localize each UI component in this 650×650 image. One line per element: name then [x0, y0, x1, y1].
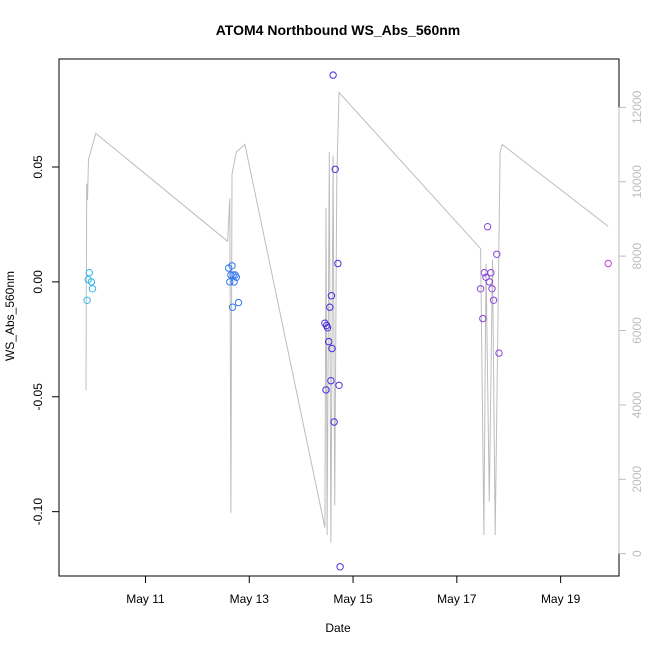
data-point	[476, 285, 485, 293]
data-point	[334, 259, 342, 268]
x-tick-label: May 15	[333, 592, 373, 606]
x-axis: May 11 May 13 May 15 May 17 May 19	[126, 576, 581, 606]
y-tick-label: 0.05	[31, 155, 45, 179]
data-point	[226, 278, 234, 286]
data-point	[328, 344, 336, 353]
y2-tick-label: 6000	[630, 317, 644, 344]
data-point	[87, 278, 96, 286]
data-point	[88, 285, 97, 293]
data-point	[485, 278, 493, 286]
y-axis-label: WS_Abs_560nm	[3, 271, 17, 361]
y2-tick-label: 8000	[630, 242, 644, 269]
data-point	[228, 303, 237, 311]
x-tick-label: May 13	[230, 592, 270, 606]
y-tick-label: 0.00	[31, 270, 45, 294]
data-point	[327, 377, 335, 385]
y-tick-label: -0.05	[31, 383, 45, 411]
y2-axis: 0 2000 4000 6000 8000 10000 12000	[618, 90, 644, 557]
x-tick-label: May 11	[126, 592, 165, 606]
y2-tick-label: 2000	[630, 466, 644, 493]
plot-frame	[58, 58, 620, 577]
data-point	[336, 563, 344, 571]
data-point	[493, 250, 501, 259]
line-series-layer	[85, 91, 609, 543]
data-point	[495, 349, 503, 357]
data-point	[232, 273, 241, 281]
data-point	[335, 381, 343, 389]
y2-tick-label: 10000	[630, 165, 644, 199]
data-point	[488, 285, 496, 293]
y-axis: -0.10 -0.05 0.00 0.05	[31, 155, 59, 525]
data-point	[330, 418, 338, 426]
data-point	[234, 298, 243, 307]
y2-tick-label: 0	[630, 550, 644, 557]
data-point	[85, 269, 94, 277]
y2-tick-label: 12000	[630, 90, 644, 124]
data-point	[326, 303, 334, 311]
data-point	[604, 259, 612, 268]
data-point	[487, 269, 495, 277]
data-point	[331, 165, 339, 174]
data-point	[329, 71, 337, 79]
data-point	[483, 223, 492, 231]
chart-title: ATOM4 Northbound WS_Abs_560nm	[216, 22, 461, 38]
series-line	[85, 91, 609, 543]
data-point	[325, 337, 333, 346]
data-point	[479, 314, 487, 323]
data-point	[322, 386, 330, 394]
data-point	[83, 296, 91, 304]
data-point	[489, 296, 498, 304]
y-tick-label: -0.10	[31, 498, 45, 526]
x-axis-label: Date	[325, 621, 351, 635]
points-layer	[83, 71, 612, 571]
data-point	[323, 324, 332, 332]
x-tick-label: May 17	[437, 592, 477, 606]
y2-tick-label: 4000	[630, 391, 644, 418]
data-point	[327, 292, 336, 300]
x-tick-label: May 19	[541, 592, 581, 606]
data-point	[228, 262, 236, 270]
data-point	[230, 278, 238, 286]
